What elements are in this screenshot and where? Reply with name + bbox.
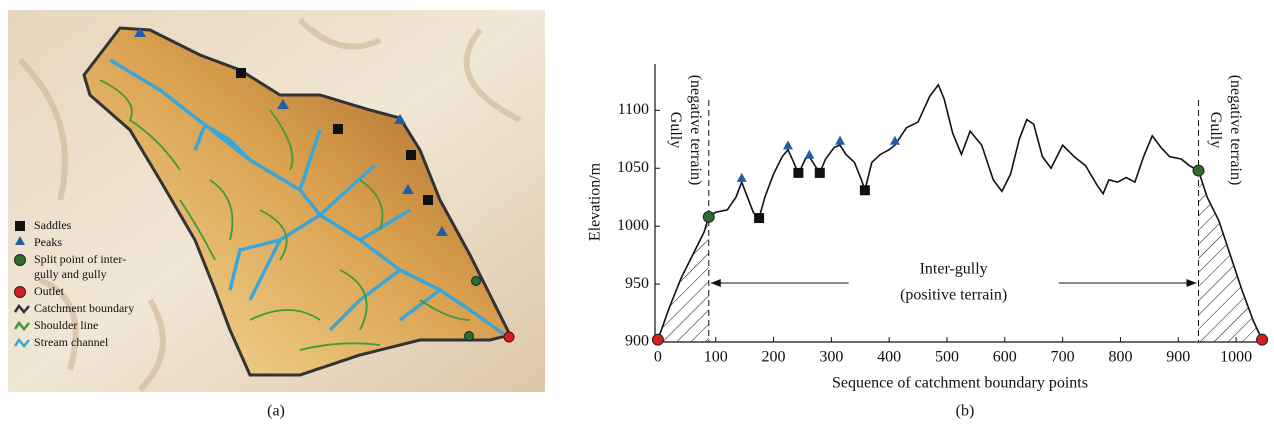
legend-icon	[15, 236, 25, 245]
y-tick-label: 1100	[618, 101, 649, 118]
arrow-head	[1186, 279, 1197, 287]
marker	[14, 254, 26, 266]
marker	[804, 149, 815, 159]
marker	[15, 236, 25, 245]
legend-label: Saddles	[34, 218, 72, 232]
marker	[14, 286, 26, 298]
annotation: (negative terrain)	[687, 75, 704, 186]
marker	[15, 221, 25, 231]
legend-label: Shoulder line	[34, 318, 99, 332]
marker	[835, 135, 846, 145]
legend-label: Outlet	[34, 284, 64, 298]
legend-item: Stream channel	[14, 335, 144, 350]
legend-item: Shoulder line	[14, 318, 144, 333]
split-icon	[464, 331, 474, 341]
legend-item: Split point of inter-gully and gully	[14, 252, 144, 282]
annotation: Inter-gully	[920, 261, 988, 278]
legend-label: Peaks	[34, 235, 62, 249]
hill-shade	[17, 17, 522, 393]
legend-icon	[14, 320, 30, 331]
legend-icon	[15, 221, 25, 231]
legend-icon	[14, 303, 30, 314]
y-tick-label: 950	[625, 275, 649, 292]
legend-item: Catchment boundary	[14, 301, 144, 316]
panel-label: (a)	[267, 403, 285, 420]
panel-label: (b)	[956, 403, 975, 420]
y-axis-label: Elevation/m	[587, 162, 604, 241]
annotation: (negative terrain)	[1227, 75, 1244, 186]
y-tick-label: 1000	[617, 217, 649, 234]
marker	[702, 210, 715, 223]
marker	[793, 167, 804, 178]
legend-item: Outlet	[14, 284, 144, 299]
split-icon	[471, 276, 481, 286]
legend-icon	[14, 254, 26, 266]
arrow-head	[710, 279, 721, 287]
x-tick-label: 400	[877, 349, 901, 366]
x-tick-label: 900	[1166, 349, 1190, 366]
marker	[889, 135, 900, 145]
marker	[651, 333, 664, 346]
marker	[859, 185, 870, 196]
x-tick-label: 1000	[1220, 349, 1252, 366]
marker	[814, 167, 825, 178]
legend-label: Catchment boundary	[34, 301, 135, 315]
saddle-icons	[236, 68, 433, 205]
x-tick-label: 300	[819, 349, 843, 366]
marker	[1192, 164, 1205, 177]
marker	[736, 172, 747, 182]
x-tick-label: 100	[704, 349, 728, 366]
legend-item: Peaks	[14, 235, 144, 250]
legend-icon	[14, 337, 30, 348]
x-tick-label: 800	[1108, 349, 1132, 366]
marker	[782, 140, 793, 150]
annotation: Gully	[667, 112, 684, 148]
annotation: (positive terrain)	[900, 287, 1007, 304]
legend-line	[14, 337, 30, 348]
y-tick-label: 900	[625, 333, 649, 350]
marker	[1256, 333, 1269, 346]
gully-hatch	[657, 216, 709, 342]
marker	[754, 213, 765, 224]
legend: Saddles Peaks Split point of inter-gully a…	[14, 218, 144, 352]
legend-line	[14, 303, 30, 314]
legend-item: Saddles	[14, 218, 144, 233]
x-axis-label: Sequence of catchment boundary points	[832, 375, 1088, 392]
stream-channel	[109, 58, 507, 337]
y-tick-label: 1050	[617, 159, 649, 176]
legend-icon	[14, 286, 26, 298]
annotation: Gully	[1207, 112, 1224, 148]
shoulder-line	[99, 79, 471, 351]
x-tick-label: 700	[1051, 349, 1075, 366]
x-tick-label: 200	[762, 349, 786, 366]
x-tick-label: 500	[935, 349, 959, 366]
x-tick-label: 600	[993, 349, 1017, 366]
legend-label: Stream channel	[34, 335, 109, 349]
map	[8, 10, 545, 393]
legend-label: Split point of inter-gully and gully	[34, 252, 127, 281]
peak-icons	[134, 27, 448, 236]
x-tick-label: 0	[654, 349, 662, 366]
legend-line	[14, 320, 30, 331]
outlet-icon	[503, 331, 515, 343]
